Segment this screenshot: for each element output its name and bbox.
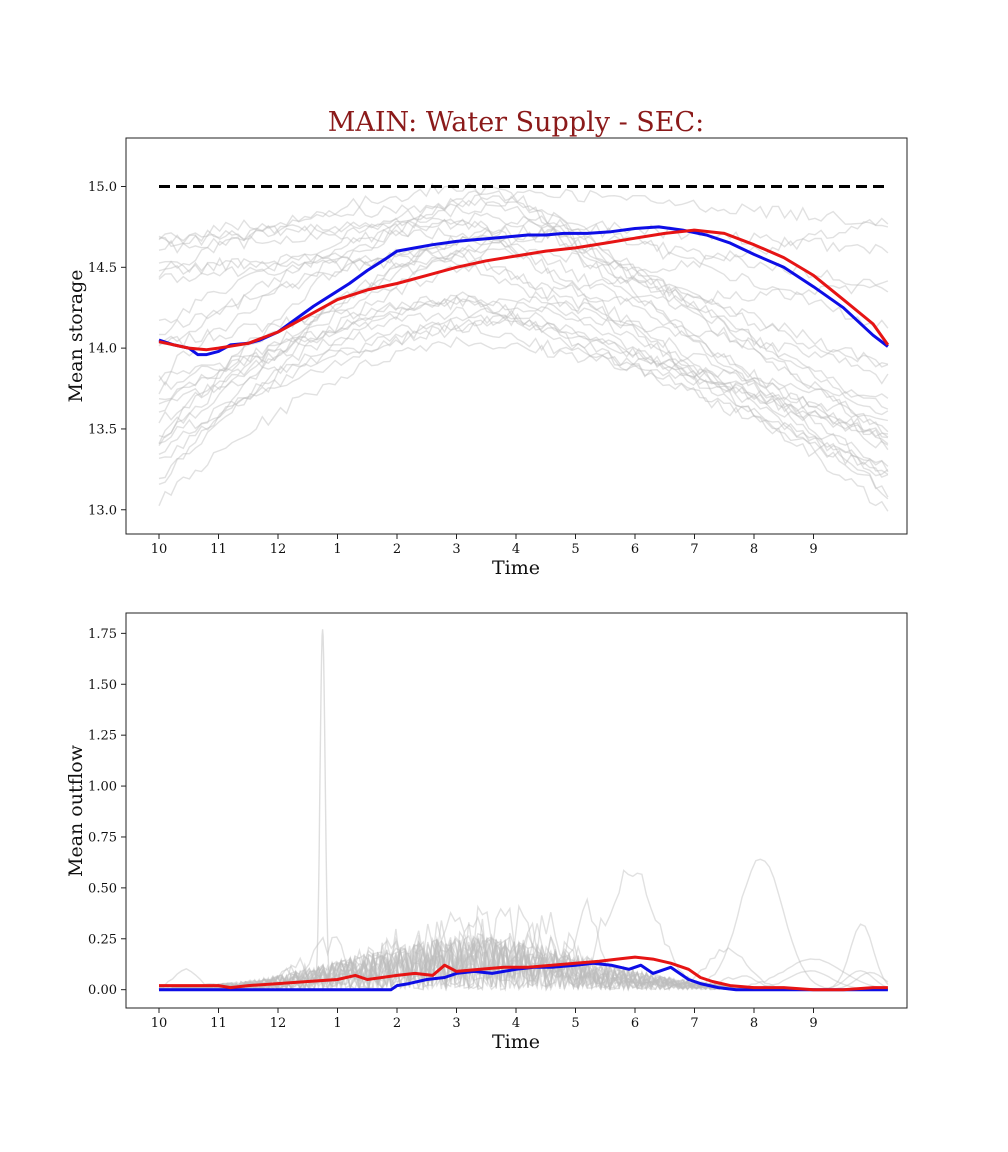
- x-tick-label: 7: [690, 1016, 698, 1031]
- outflow-panel: Mean outflow Time 0.00 0.25 0.50 0.75 1.00 1.…: [65, 612, 908, 1053]
- storage-panel: Mean storage Time 13.0 13.5 14.0 14.5 15.0 10…: [65, 137, 908, 579]
- y-tick-label: 13.0: [88, 503, 117, 518]
- x-tick-label: 4: [512, 542, 520, 557]
- x-tick-label: 9: [809, 542, 817, 557]
- background-trace: [158, 182, 889, 329]
- background-trace: [158, 228, 889, 385]
- x-tick-label: 1: [333, 542, 341, 557]
- x-tick-label: 12: [270, 1016, 287, 1031]
- y-tick-label: 1.50: [88, 678, 117, 693]
- x-tick-label: 5: [571, 542, 579, 557]
- background-trace: [158, 284, 889, 395]
- background-trace: [158, 939, 888, 992]
- background-trace: [307, 629, 338, 991]
- background-trace: [158, 217, 889, 348]
- x-tick-label: 9: [809, 1016, 817, 1031]
- background-trace: [158, 201, 889, 410]
- x-tick-label: 7: [690, 542, 698, 557]
- y-tick-label: 1.25: [88, 729, 117, 744]
- background-trace: [158, 188, 889, 324]
- x-tick-label: 3: [452, 1016, 460, 1031]
- background-trace: [158, 218, 889, 451]
- x-tick-label: 2: [393, 542, 401, 557]
- background-trace: [158, 195, 889, 416]
- y-tick-label: 14.5: [88, 261, 117, 276]
- x-tick-label: 4: [512, 1016, 520, 1031]
- chart-title: MAIN: Water Supply - SEC:: [328, 107, 705, 138]
- background-trace: [158, 317, 888, 455]
- background-trace: [158, 256, 889, 485]
- x-tick-label: 2: [393, 1016, 401, 1031]
- background-trace: [158, 296, 889, 477]
- x-tick-label: 12: [270, 542, 287, 557]
- plot-frame: [125, 612, 908, 1009]
- background-trace: [158, 935, 888, 992]
- background-trace: [158, 935, 888, 991]
- background-trace: [158, 249, 888, 438]
- y-tick-label: 0.75: [88, 830, 117, 845]
- background-trace: [158, 212, 889, 255]
- x-tick-label: 10: [151, 1016, 168, 1031]
- y-tick-label: 14.0: [88, 342, 117, 357]
- x-tick-label: 3: [452, 542, 460, 557]
- traces: [158, 629, 889, 992]
- background-trace: [158, 256, 889, 478]
- background-trace: [158, 291, 889, 473]
- background-trace: [158, 234, 889, 512]
- background-trace: [158, 211, 889, 444]
- y-tick-label: 0.25: [88, 932, 117, 947]
- background-trace: [158, 312, 889, 446]
- x-tick-label: 6: [631, 1016, 639, 1031]
- y-tick-label: 13.5: [88, 422, 117, 437]
- traces: [158, 182, 890, 512]
- y-tick-label: 1.00: [88, 780, 117, 795]
- background-trace: [158, 224, 889, 433]
- background-trace: [158, 184, 889, 500]
- y-tick-label: 15.0: [88, 180, 117, 195]
- x-tick-label: 8: [750, 542, 758, 557]
- x-tick-label: 5: [571, 1016, 579, 1031]
- red-series-line: [158, 228, 890, 352]
- y-tick-label: 0.00: [88, 983, 117, 998]
- x-tick-label: 1: [333, 1016, 341, 1031]
- x-tick-label: 6: [631, 542, 639, 557]
- background-trace: [158, 219, 889, 498]
- y-tick-label: 0.50: [88, 881, 117, 896]
- x-tick-label: 11: [210, 542, 227, 557]
- background-trace: [158, 294, 889, 401]
- red-series-line: [159, 955, 888, 992]
- background-trace: [158, 311, 889, 445]
- x-tick-label: 11: [210, 1016, 227, 1031]
- outflow-ylabel: Mean outflow: [65, 744, 87, 877]
- background-trace: [158, 318, 889, 422]
- outflow-xlabel: Time: [492, 1031, 540, 1053]
- background-trace: [158, 336, 889, 507]
- y-tick-label: 1.75: [88, 627, 117, 642]
- storage-xlabel: Time: [492, 557, 540, 579]
- x-tick-label: 8: [750, 1016, 758, 1031]
- background-trace: [158, 858, 888, 991]
- x-tick-label: 10: [151, 542, 168, 557]
- storage-ylabel: Mean storage: [65, 270, 87, 403]
